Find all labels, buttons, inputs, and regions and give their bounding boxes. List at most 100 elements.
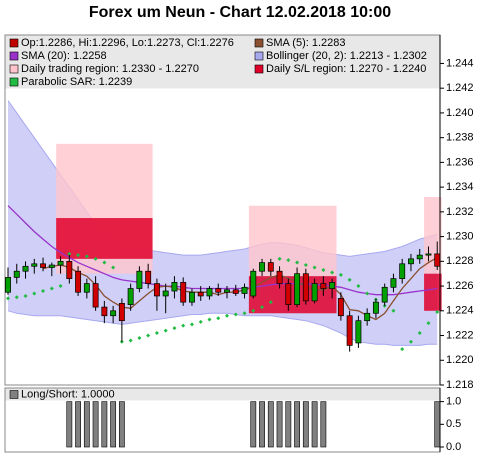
long-short-bar — [267, 401, 274, 448]
legend-label: Bollinger (20, 2): 1.2213 - 1.2302 — [266, 50, 427, 62]
long-short-bar — [294, 401, 300, 448]
candle-body — [206, 288, 213, 297]
sar-dot — [111, 265, 116, 270]
candle-body — [337, 298, 344, 317]
candle-body — [40, 263, 46, 268]
long-short-bar — [118, 401, 125, 448]
candle-body — [118, 303, 125, 322]
legend-label: Parabolic SAR: 1.2239 — [21, 76, 132, 88]
legend-label: Op:1.2286, Hi:1.2296, Lo:1.2273, Cl:1.22… — [21, 37, 234, 49]
candle-body — [101, 306, 108, 317]
sar-dot — [128, 338, 133, 343]
legend-swatch — [254, 38, 264, 48]
candle-body — [276, 270, 283, 284]
candle-body — [294, 273, 301, 305]
bollinger-lower — [7, 310, 438, 346]
candle-body — [302, 273, 309, 302]
legend-swatch — [9, 390, 19, 399]
sar-dot — [242, 311, 247, 316]
sma5-line — [42, 257, 438, 321]
y-tick-label: 0.5 — [446, 418, 461, 430]
candle-body — [311, 283, 318, 302]
long-short-bar — [434, 401, 441, 448]
long-short-bar — [302, 401, 309, 448]
sar-dot — [391, 308, 396, 313]
long-short-bar — [259, 401, 265, 448]
sar-dot — [295, 260, 300, 265]
long-short-bar — [311, 401, 318, 448]
sar-dot — [23, 293, 28, 298]
candle-body — [48, 264, 55, 268]
candle-body — [434, 253, 441, 267]
sar-dot — [172, 326, 177, 331]
long-short-bar — [110, 401, 117, 448]
candle-body — [259, 262, 265, 272]
sar-dot — [303, 263, 308, 268]
sar-dot — [233, 312, 238, 317]
y-tick-label: 1.244 — [446, 57, 474, 69]
sar-dot — [268, 300, 273, 305]
legend-label: Long/Short: 1.0000 — [21, 388, 115, 400]
long-short-bar — [285, 401, 292, 448]
sar-dot — [365, 291, 370, 296]
candle-body — [57, 260, 64, 266]
legend-swatch — [254, 64, 264, 74]
long-short-bar — [250, 401, 257, 448]
candle-body — [189, 291, 195, 303]
candle-body — [153, 283, 160, 297]
legend-swatch — [9, 38, 19, 48]
candle-body — [241, 286, 248, 294]
candle-body — [92, 283, 99, 308]
legend-box — [5, 35, 440, 89]
sar-dot — [41, 289, 46, 294]
long-short-bar — [66, 401, 73, 448]
sar-dot — [198, 319, 203, 324]
candle-body — [408, 258, 414, 265]
candle-body — [329, 281, 336, 289]
y-tick-label: 1.228 — [446, 255, 474, 267]
candle-body — [5, 277, 11, 293]
candle-body — [250, 270, 257, 297]
sar-dot — [408, 339, 413, 344]
y-tick-label: 1.234 — [446, 181, 474, 193]
sar-dot — [146, 333, 151, 338]
candle-body — [320, 283, 327, 289]
y-tick-label: 0.0 — [446, 441, 461, 453]
candle-body — [346, 315, 353, 346]
legend-swatch — [9, 64, 19, 74]
candle-body — [180, 281, 187, 303]
sar-dot — [321, 267, 326, 272]
sl-region — [424, 273, 442, 311]
chart-title: Forex um Neun - Chart 12.02.2018 10:00 — [89, 4, 391, 21]
sar-dot — [58, 284, 63, 289]
sar-dot — [435, 310, 440, 315]
candle-body — [267, 262, 274, 272]
sar-dot — [312, 265, 317, 270]
y-tick-label: 1.218 — [446, 379, 474, 391]
sar-dot — [400, 347, 405, 352]
legend-swatch — [254, 51, 264, 61]
legend-label: SMA (20): 1.2258 — [21, 50, 107, 62]
sl-region — [56, 218, 153, 259]
sar-dot — [93, 256, 98, 261]
candle-body — [22, 265, 29, 272]
legend-label: Daily trading region: 1.2330 - 1.2270 — [21, 63, 199, 75]
candle-body — [66, 260, 73, 279]
candle-body — [31, 263, 38, 267]
y-tick-label: 1.0 — [446, 396, 461, 408]
candle-body — [13, 270, 20, 278]
legend-swatch — [9, 77, 19, 87]
sar-dot — [426, 321, 431, 326]
sar-dot — [251, 308, 256, 313]
candle-body — [197, 291, 204, 297]
candle-body — [224, 289, 230, 293]
candle-body — [416, 254, 423, 260]
sar-dot — [84, 254, 89, 259]
candle-body — [145, 270, 152, 284]
y-tick-label: 1.236 — [446, 156, 474, 168]
sar-dot — [356, 284, 361, 289]
y-tick-label: 1.226 — [446, 280, 474, 292]
candle-body — [215, 288, 222, 293]
y-tick-label: 1.220 — [446, 354, 474, 366]
